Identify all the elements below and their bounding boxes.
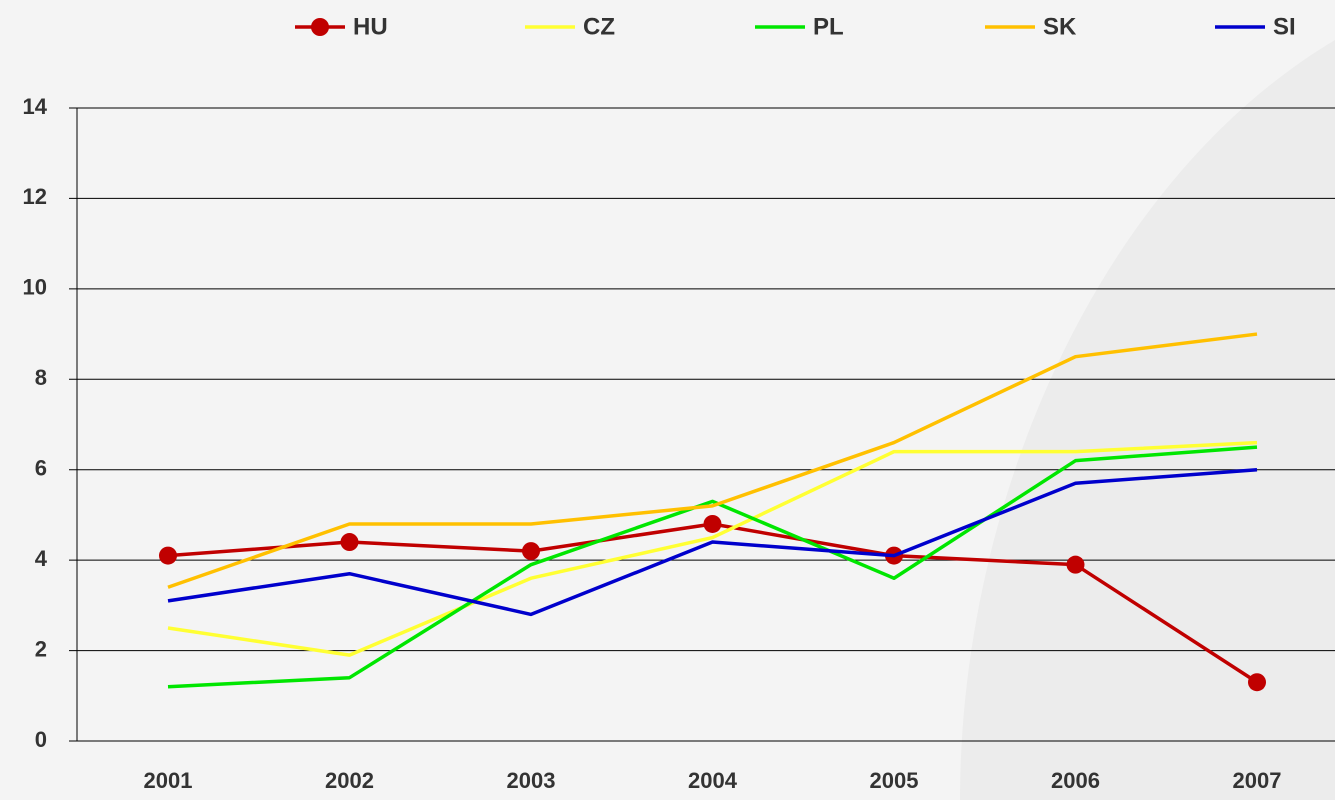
y-tick-label: 14 — [23, 94, 48, 119]
y-tick-label: 8 — [35, 365, 47, 390]
marker — [522, 542, 540, 561]
grid — [69, 107, 1335, 742]
series-line — [167, 332, 1258, 589]
y-tick-label: 0 — [35, 727, 47, 752]
x-tick-label: 2002 — [325, 768, 374, 793]
marker — [1248, 673, 1266, 692]
series-line — [167, 440, 1258, 657]
legend-label: PL — [813, 13, 844, 40]
legend-label: HU — [353, 13, 388, 40]
y-tick-label: 2 — [35, 636, 47, 661]
marker — [1066, 555, 1085, 574]
x-tick-label: 2003 — [507, 768, 556, 793]
y-tick-label: 4 — [35, 546, 48, 571]
x-tick-label: 2001 — [144, 768, 193, 793]
legend: HU CZ PL SK SI — [295, 13, 1296, 40]
y-tick-label: 12 — [23, 184, 47, 209]
series-line — [167, 467, 1258, 617]
marker — [340, 533, 359, 552]
legend-marker — [311, 18, 329, 36]
legend-label: SK — [1043, 13, 1077, 40]
legend-label: CZ — [583, 13, 615, 40]
y-tick-label: 10 — [23, 275, 47, 300]
labels: 0 2 4 6 8 10 12 14 2001 2002 2003 2004 2005 2006 2007 — [23, 94, 1282, 793]
x-tick-label: 2006 — [1051, 768, 1100, 793]
x-tick-label: 2004 — [688, 768, 738, 793]
marker — [159, 546, 177, 565]
x-tick-label: 2007 — [1233, 768, 1282, 793]
y-tick-label: 6 — [35, 456, 47, 481]
background-shape — [960, 40, 1335, 800]
lines — [159, 332, 1266, 692]
legend-label: SI — [1273, 13, 1296, 40]
x-tick-label: 2005 — [870, 768, 919, 793]
marker — [703, 514, 722, 533]
series-line — [167, 445, 1258, 689]
